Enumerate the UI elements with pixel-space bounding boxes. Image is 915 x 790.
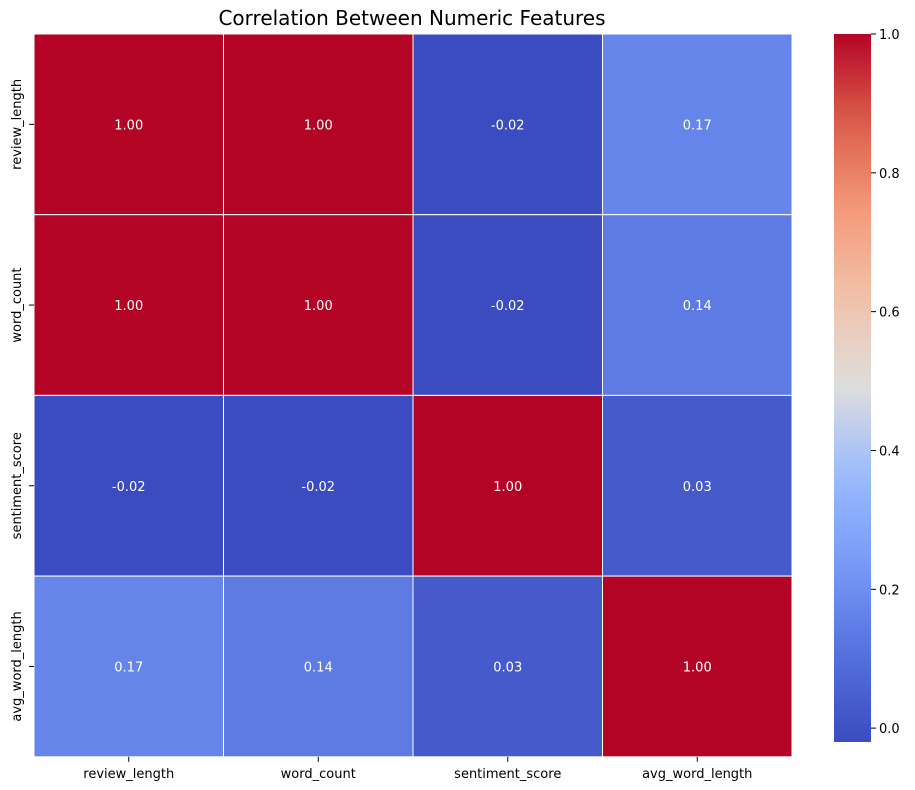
colorbar: 0.0 0.2 0.4 0.6 0.8 1.0 <box>834 28 900 742</box>
heatmap-cell <box>412 214 603 396</box>
cell-value-label: 1.00 <box>114 118 143 133</box>
cell-value-label: 1.00 <box>304 118 333 133</box>
heatmap-cell <box>223 214 414 396</box>
cell-value-label: 1.00 <box>683 660 712 675</box>
chart-title: Correlation Between Numeric Features <box>218 6 605 30</box>
heatmap-cell <box>223 33 414 216</box>
cell-value-label: 0.03 <box>683 480 712 495</box>
colorbar-tick-label: 0.4 <box>879 444 900 459</box>
colorbar-tick-label: 0.0 <box>879 722 900 737</box>
y-tick-label: word_count <box>10 267 25 342</box>
x-tick-label: sentiment_score <box>454 767 561 782</box>
y-tick-label: avg_word_length <box>10 611 25 721</box>
cell-value-label: -0.02 <box>112 480 146 495</box>
heatmap-cell <box>602 214 793 396</box>
y-tick-label: review_length <box>10 79 25 170</box>
x-tick-label: review_length <box>83 767 174 782</box>
cell-value-label: 1.00 <box>114 299 143 314</box>
cell-value-label: 0.14 <box>683 299 712 314</box>
x-axis: review_length word_count sentiment_score av… <box>83 756 752 782</box>
heatmap-cell <box>223 575 414 758</box>
colorbar-tick-label: 0.6 <box>879 306 900 321</box>
cell-value-label: 0.03 <box>493 660 522 675</box>
cell-value-label: 1.00 <box>493 480 522 495</box>
heatmap-cell <box>602 33 793 216</box>
colorbar-tick-label: 0.8 <box>879 167 900 182</box>
heatmap-cell <box>33 575 224 758</box>
colorbar-tick-label: 1.0 <box>879 28 900 43</box>
heatmap-cell <box>412 33 603 216</box>
heatmap-cells: 1.00 1.00 -0.02 0.17 1.00 1.00 -0.02 0.14 -0.02 -… <box>33 33 793 758</box>
cell-value-label: 1.00 <box>304 299 333 314</box>
heatmap-cell <box>602 575 793 758</box>
cell-value-label: -0.02 <box>491 299 525 314</box>
heatmap-cell <box>33 33 224 216</box>
colorbar-tick-label: 0.2 <box>879 583 900 598</box>
cell-value-label: 0.17 <box>683 118 712 133</box>
heatmap-cell <box>223 394 414 577</box>
y-tick-label: sentiment_score <box>10 432 25 539</box>
x-tick-label: avg_word_length <box>642 767 752 782</box>
cell-value-label: -0.02 <box>301 480 335 495</box>
cell-value-label: 0.17 <box>114 660 143 675</box>
colorbar-gradient <box>834 34 871 742</box>
cell-value-label: -0.02 <box>491 118 525 133</box>
cell-value-label: 0.14 <box>304 660 333 675</box>
heatmap-cell <box>602 394 793 577</box>
x-tick-label: word_count <box>281 767 356 782</box>
heatmap-cell <box>412 575 603 758</box>
heatmap-cell <box>33 214 224 396</box>
y-axis: review_length word_count sentiment_scoreav… <box>10 79 34 722</box>
